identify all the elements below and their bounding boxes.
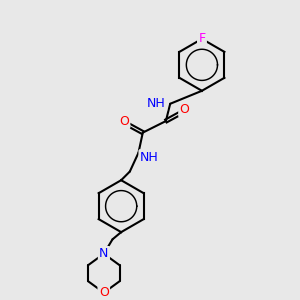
- Text: N: N: [99, 247, 109, 260]
- Text: O: O: [119, 115, 129, 128]
- Text: O: O: [180, 103, 190, 116]
- Text: NH: NH: [147, 97, 166, 110]
- Text: N: N: [99, 247, 109, 260]
- Text: O: O: [99, 286, 109, 299]
- Text: F: F: [198, 32, 206, 45]
- Text: O: O: [119, 115, 129, 128]
- Text: F: F: [198, 32, 206, 45]
- Text: O: O: [99, 286, 109, 299]
- Text: O: O: [180, 103, 190, 116]
- Text: NH: NH: [140, 151, 159, 164]
- Text: NH: NH: [147, 97, 166, 110]
- Text: NH: NH: [140, 151, 159, 164]
